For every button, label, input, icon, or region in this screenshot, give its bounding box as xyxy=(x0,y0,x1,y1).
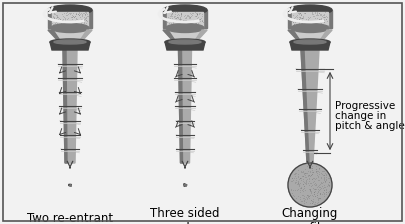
Ellipse shape xyxy=(51,24,89,32)
Polygon shape xyxy=(48,10,92,28)
Ellipse shape xyxy=(288,5,332,15)
Ellipse shape xyxy=(165,39,205,45)
Ellipse shape xyxy=(294,40,326,44)
Ellipse shape xyxy=(50,39,90,45)
Polygon shape xyxy=(69,184,71,186)
Ellipse shape xyxy=(291,24,329,32)
Polygon shape xyxy=(290,42,330,50)
Text: pitch & angle: pitch & angle xyxy=(335,121,405,131)
Polygon shape xyxy=(63,50,77,163)
Polygon shape xyxy=(79,30,92,42)
Ellipse shape xyxy=(169,40,201,44)
Polygon shape xyxy=(301,50,319,163)
Polygon shape xyxy=(292,12,328,28)
Polygon shape xyxy=(165,42,205,50)
Text: change in: change in xyxy=(335,111,386,121)
Polygon shape xyxy=(48,30,61,42)
Ellipse shape xyxy=(290,39,330,45)
Polygon shape xyxy=(167,12,203,28)
Circle shape xyxy=(288,163,332,207)
Polygon shape xyxy=(184,184,187,186)
Polygon shape xyxy=(194,30,207,42)
Polygon shape xyxy=(288,30,301,42)
Polygon shape xyxy=(301,50,309,163)
Polygon shape xyxy=(52,12,88,28)
Ellipse shape xyxy=(54,40,86,44)
Text: Progressive: Progressive xyxy=(335,101,395,111)
Polygon shape xyxy=(50,42,90,50)
Polygon shape xyxy=(288,30,332,42)
Ellipse shape xyxy=(48,5,92,15)
Polygon shape xyxy=(163,30,176,42)
Ellipse shape xyxy=(166,24,204,32)
Text: Changing
profile: Changing profile xyxy=(282,207,338,224)
Polygon shape xyxy=(163,30,207,42)
Polygon shape xyxy=(179,50,192,163)
Polygon shape xyxy=(319,30,332,42)
Ellipse shape xyxy=(163,5,207,15)
Polygon shape xyxy=(48,30,92,42)
Polygon shape xyxy=(163,10,207,28)
Text: Two re-entrant: Two re-entrant xyxy=(27,212,113,224)
Polygon shape xyxy=(179,50,183,163)
Polygon shape xyxy=(288,10,332,28)
Text: Three sided
probe: Three sided probe xyxy=(150,207,220,224)
Polygon shape xyxy=(63,50,67,163)
